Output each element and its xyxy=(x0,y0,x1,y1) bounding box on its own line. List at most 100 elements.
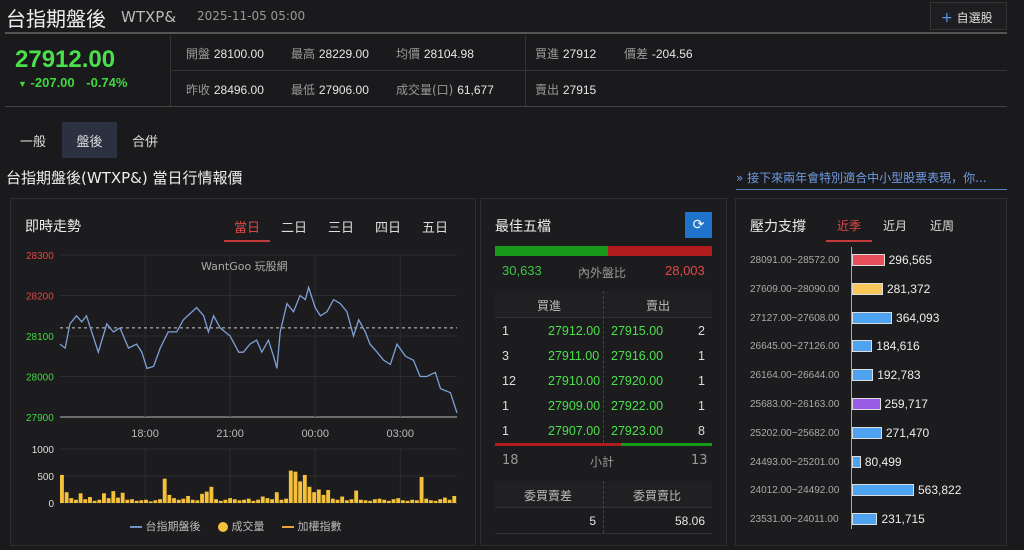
bid-price: 27907.00 xyxy=(548,424,601,438)
add-watchlist-button[interactable]: + 自選股 xyxy=(930,2,1007,30)
volume-bar xyxy=(64,492,69,503)
volume-bar xyxy=(265,498,270,503)
support-value: 563,822 xyxy=(918,483,962,498)
tab-after-hours[interactable]: 盤後 xyxy=(62,122,117,158)
volume-bar xyxy=(274,492,279,503)
volume-bar xyxy=(246,498,251,503)
diff-divider xyxy=(603,481,604,533)
down-triangle-icon: ▼ xyxy=(18,79,27,89)
support-bar[interactable] xyxy=(852,513,878,526)
diff-value: 5 xyxy=(589,514,596,528)
volume-bar xyxy=(316,489,321,503)
volume-bar xyxy=(153,500,158,503)
range-tab-4d[interactable]: 四日 xyxy=(375,221,402,236)
support-tab-month[interactable]: 近月 xyxy=(883,219,908,233)
price-range: 26645.00~27126.00 xyxy=(750,341,840,353)
volume-bar xyxy=(60,474,64,503)
bid-subtotal-fill xyxy=(495,443,621,446)
volume-bar xyxy=(424,498,429,503)
volume-bar xyxy=(176,499,181,503)
page-title: 台指期盤後 xyxy=(6,7,106,31)
support-value: 184,616 xyxy=(876,339,920,354)
ask-price: 27915.00 xyxy=(611,324,664,338)
support-bar[interactable] xyxy=(852,455,861,468)
news-link[interactable]: » 接下來兩年會特別適合中小型股票表現，你... xyxy=(736,169,1007,190)
volume-bar xyxy=(340,496,345,503)
support-tab-week[interactable]: 近周 xyxy=(930,219,955,233)
volume-bar xyxy=(74,499,78,503)
range-tab-3d[interactable]: 三日 xyxy=(328,221,355,236)
volume-bar xyxy=(410,499,415,503)
legend-volume[interactable]: 成交量 xyxy=(231,520,265,533)
volume-bar xyxy=(284,498,289,503)
volume-bar xyxy=(405,500,410,503)
range-tab-2d[interactable]: 二日 xyxy=(281,221,308,236)
volume-bar xyxy=(391,499,396,503)
y-tick-label: 27900 xyxy=(26,413,54,424)
volume-bar xyxy=(433,500,438,503)
volume-bar xyxy=(279,499,284,503)
stat-low: 最低 27906.00 xyxy=(291,83,369,97)
legend-line-icon xyxy=(282,526,294,528)
divider xyxy=(5,106,1007,107)
volume-bar xyxy=(111,491,116,503)
last-price: 27912.00 xyxy=(15,46,116,73)
intraday-title: 即時走勢 xyxy=(25,219,81,235)
y-tick-label: 28000 xyxy=(26,373,54,384)
volume-bar xyxy=(372,499,377,503)
volume-tick-label: 0 xyxy=(48,499,54,510)
volume-bar xyxy=(209,486,214,503)
price-range: 24012.00~24492.00 xyxy=(750,485,840,497)
range-tab-underline xyxy=(224,240,270,242)
support-bar[interactable] xyxy=(852,282,883,295)
volume-bar xyxy=(256,499,261,503)
support-bar[interactable] xyxy=(852,340,873,353)
volume-bar xyxy=(116,497,120,503)
support-bar[interactable] xyxy=(852,254,885,266)
price-range: 27609.00~28090.00 xyxy=(750,283,840,295)
bid-qty: 3 xyxy=(502,349,509,363)
support-value: 281,372 xyxy=(886,281,931,296)
volume-bar xyxy=(139,500,144,503)
range-tab-1d[interactable]: 當日 xyxy=(234,221,261,236)
refresh-button[interactable]: ⟳ xyxy=(685,212,712,238)
tab-general[interactable]: 一般 xyxy=(20,135,47,150)
stat-bid: 買進 27912 xyxy=(535,47,597,61)
inside-volume: 30,633 xyxy=(502,263,542,278)
stat-high: 最高 28229.00 xyxy=(291,47,369,61)
price-range: 27127.00~27608.00 xyxy=(750,312,840,324)
ask-price: 27923.00 xyxy=(611,424,664,438)
volume-bar xyxy=(396,498,401,503)
support-value: 192,783 xyxy=(877,368,921,383)
volume-bar xyxy=(307,486,312,503)
support-bar[interactable] xyxy=(852,426,882,439)
bid-price: 27910.00 xyxy=(548,374,601,388)
bid-price: 27912.00 xyxy=(548,324,601,338)
price-range: 24493.00~25201.00 xyxy=(750,456,840,468)
volume-bar xyxy=(181,498,186,503)
support-bar[interactable] xyxy=(852,311,893,324)
legend-taiex[interactable]: 加權指數 xyxy=(297,520,342,533)
volume-bar xyxy=(298,481,303,503)
volume-bar xyxy=(144,499,148,503)
volume-bar xyxy=(293,471,298,503)
volume-bar xyxy=(120,492,125,503)
volume-tick-label: 1000 xyxy=(32,445,55,456)
range-tab-5d[interactable]: 五日 xyxy=(422,221,449,236)
ask-qty: 1 xyxy=(698,374,705,388)
book-column-divider xyxy=(603,291,604,443)
support-axis xyxy=(851,247,852,529)
ask-price: 27920.00 xyxy=(611,374,664,388)
volume-bar xyxy=(130,499,134,503)
subtotal-label: 小計 xyxy=(590,455,615,469)
volume-bar xyxy=(242,499,247,503)
volume-bar xyxy=(195,500,200,503)
legend-dot-icon xyxy=(218,522,228,532)
support-bar[interactable] xyxy=(852,369,874,382)
legend-futures[interactable]: 台指期盤後 xyxy=(145,520,201,533)
volume-bar xyxy=(69,498,74,503)
support-tab-quarter[interactable]: 近季 xyxy=(837,219,862,233)
support-bar[interactable] xyxy=(852,398,881,410)
tab-combined[interactable]: 合併 xyxy=(132,135,159,150)
support-bar[interactable] xyxy=(852,484,914,497)
